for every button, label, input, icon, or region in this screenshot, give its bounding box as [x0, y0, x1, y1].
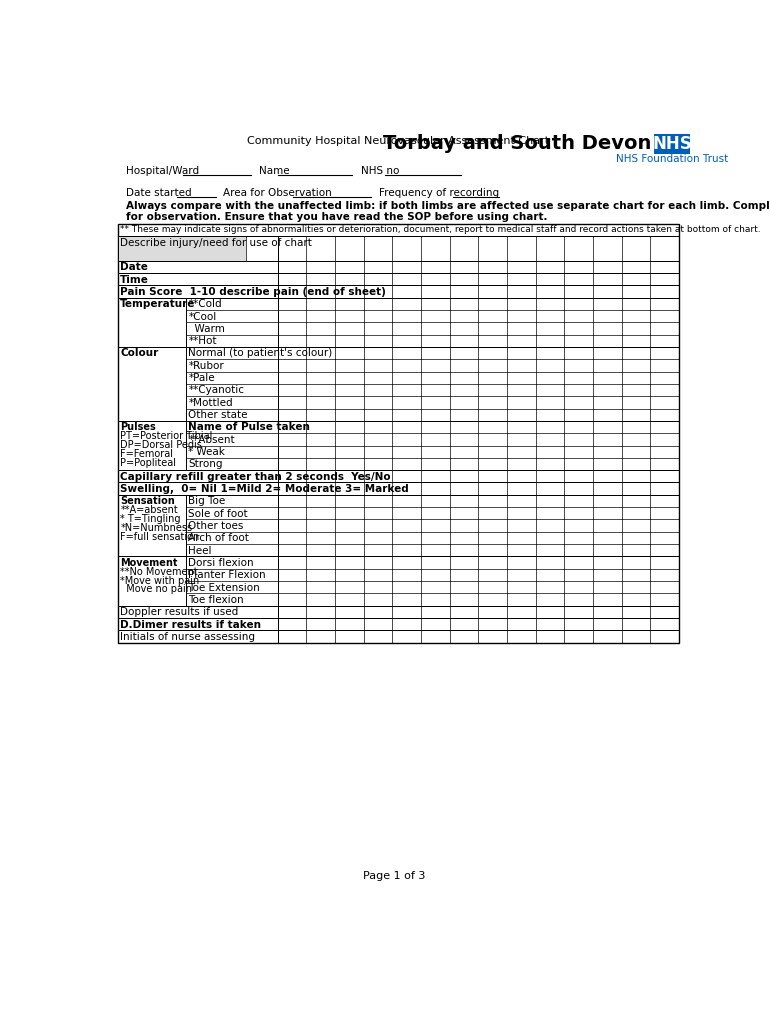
Text: D.Dimer results if taken: D.Dimer results if taken: [120, 620, 261, 630]
Bar: [118, 237, 246, 261]
Text: Frequency of recording: Frequency of recording: [379, 187, 499, 198]
Text: ** These may indicate signs of abnormalities or deterioration, document, report : ** These may indicate signs of abnormali…: [120, 225, 761, 234]
Text: * T=Tingling: * T=Tingling: [120, 514, 181, 524]
Text: Always compare with the unaffected limb: if both limbs are affected use separate: Always compare with the unaffected limb:…: [126, 202, 770, 211]
Text: *Rubor: *Rubor: [189, 360, 224, 371]
Text: Move no pain: Move no pain: [120, 585, 192, 595]
Text: Warm: Warm: [189, 324, 226, 334]
Text: **Cyanotic: **Cyanotic: [189, 385, 245, 395]
Text: NHS Foundation Trust: NHS Foundation Trust: [616, 155, 728, 165]
Text: Other state: Other state: [189, 410, 248, 420]
Text: Initials of nurse assessing: Initials of nurse assessing: [120, 632, 256, 642]
Text: Page 1 of 3: Page 1 of 3: [363, 871, 426, 882]
Text: NHS no: NHS no: [361, 166, 400, 176]
Text: Capillary refill greater than 2 seconds  Yes/No: Capillary refill greater than 2 seconds …: [120, 472, 391, 481]
Text: F=full sensation: F=full sensation: [120, 531, 199, 542]
Text: Strong: Strong: [189, 460, 223, 469]
Text: Toe Extension: Toe Extension: [189, 583, 260, 593]
Text: Date started: Date started: [126, 187, 191, 198]
Text: DP=Dorsal Pedis: DP=Dorsal Pedis: [120, 440, 203, 451]
Text: Hospital/Ward: Hospital/Ward: [126, 166, 199, 176]
Bar: [654, 134, 690, 154]
Text: Normal (to patient's colour): Normal (to patient's colour): [189, 348, 333, 358]
Text: P=Popliteal: P=Popliteal: [120, 458, 176, 468]
Text: **A=absent: **A=absent: [120, 505, 178, 515]
Text: Big Toe: Big Toe: [189, 497, 226, 506]
Text: *Cool: *Cool: [189, 311, 216, 322]
Text: Torbay and South Devon: Torbay and South Devon: [383, 134, 651, 153]
Text: *N=Numbness: *N=Numbness: [120, 523, 192, 532]
Text: Movement: Movement: [120, 558, 178, 568]
Text: **Hot: **Hot: [189, 336, 217, 346]
Text: PT=Posterior Tibial: PT=Posterior Tibial: [120, 431, 213, 441]
Text: Temperature: Temperature: [120, 299, 196, 309]
Text: Name: Name: [259, 166, 290, 176]
Text: Toe flexion: Toe flexion: [189, 595, 244, 605]
Text: Dorsi flexion: Dorsi flexion: [189, 558, 254, 568]
Text: **Cold: **Cold: [189, 299, 222, 309]
Text: for observation. Ensure that you have read the SOP before using chart.: for observation. Ensure that you have re…: [126, 212, 547, 222]
Text: Community Hospital Neurovascular Assessment Chart: Community Hospital Neurovascular Assessm…: [247, 136, 550, 146]
Text: Pain Score  1-10 describe pain (end of sheet): Pain Score 1-10 describe pain (end of sh…: [120, 287, 386, 297]
Bar: [118, 224, 679, 643]
Text: Heel: Heel: [189, 546, 212, 556]
Text: Date: Date: [120, 262, 148, 272]
Text: *Pale: *Pale: [189, 373, 215, 383]
Text: * Weak: * Weak: [189, 447, 226, 457]
Text: Swelling,  0= Nil 1=Mild 2= Moderate 3= Marked: Swelling, 0= Nil 1=Mild 2= Moderate 3= M…: [120, 484, 409, 494]
Text: Other toes: Other toes: [189, 521, 244, 531]
Text: Sole of foot: Sole of foot: [189, 509, 248, 518]
Text: F=Femoral: F=Femoral: [120, 449, 173, 459]
Text: Arch of foot: Arch of foot: [189, 534, 249, 544]
Text: Pulses: Pulses: [120, 423, 156, 432]
Text: *Move with pain: *Move with pain: [120, 575, 199, 586]
Text: Time: Time: [120, 274, 149, 285]
Text: **No Movement: **No Movement: [120, 567, 198, 577]
Text: Sensation: Sensation: [120, 497, 175, 506]
Text: NHS: NHS: [652, 135, 692, 153]
Text: **Absent: **Absent: [189, 435, 235, 444]
Text: Doppler results if used: Doppler results if used: [120, 607, 239, 617]
Text: Colour: Colour: [120, 348, 159, 358]
Text: Describe injury/need for use of chart: Describe injury/need for use of chart: [120, 239, 312, 249]
Text: *Mottled: *Mottled: [189, 397, 233, 408]
Text: Planter Flexion: Planter Flexion: [189, 570, 266, 581]
Text: Area for Observation: Area for Observation: [223, 187, 331, 198]
Text: Name of Pulse taken: Name of Pulse taken: [189, 423, 310, 432]
